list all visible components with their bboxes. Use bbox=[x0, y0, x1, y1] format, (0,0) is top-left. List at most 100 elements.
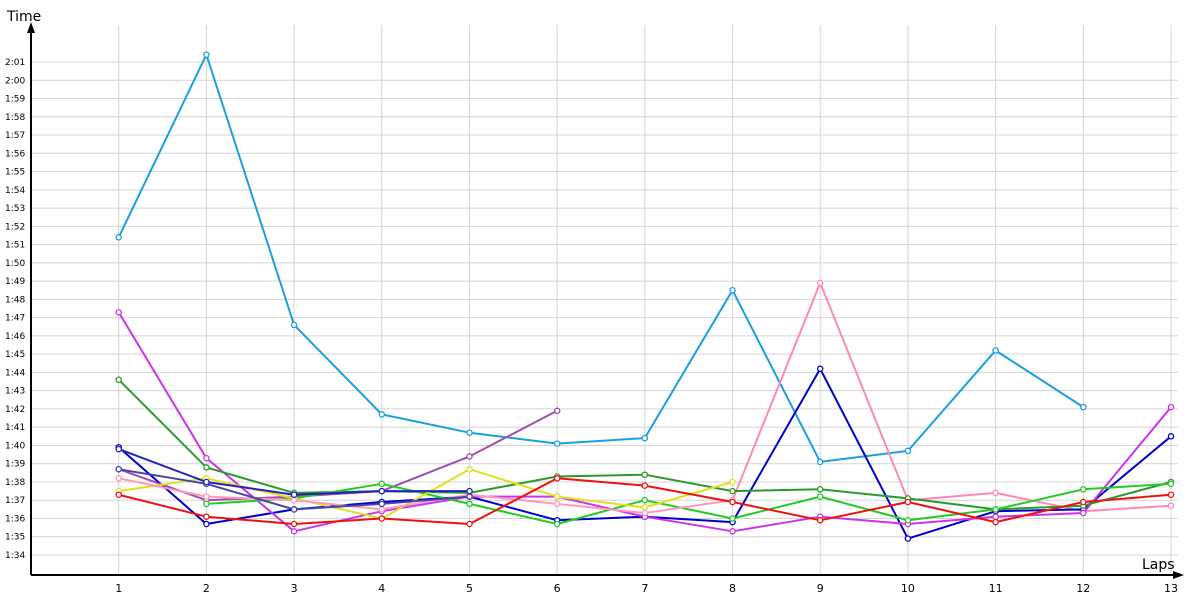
data-point[interactable] bbox=[729, 286, 736, 294]
data-point[interactable] bbox=[553, 520, 561, 528]
data-point[interactable] bbox=[1167, 403, 1175, 411]
data-point[interactable] bbox=[641, 471, 649, 478]
data-point[interactable] bbox=[641, 482, 649, 489]
data-point[interactable] bbox=[1167, 480, 1175, 488]
y-tick-label: 1:41 bbox=[5, 423, 25, 433]
data-point[interactable] bbox=[816, 493, 824, 500]
data-point[interactable] bbox=[1080, 509, 1087, 517]
y-tick-label: 2:01 bbox=[5, 58, 25, 68]
data-point[interactable] bbox=[904, 535, 912, 542]
data-point[interactable] bbox=[115, 376, 122, 383]
data-point[interactable] bbox=[203, 464, 210, 471]
data-point[interactable] bbox=[992, 513, 999, 520]
data-point[interactable] bbox=[553, 500, 561, 508]
data-point[interactable] bbox=[729, 528, 736, 535]
data-point[interactable] bbox=[115, 234, 122, 241]
data-point[interactable] bbox=[1080, 486, 1087, 493]
data-point[interactable] bbox=[992, 489, 999, 497]
data-point[interactable] bbox=[816, 458, 824, 466]
series-line bbox=[206, 482, 1172, 525]
data-point[interactable] bbox=[641, 434, 649, 442]
data-point[interactable] bbox=[1080, 498, 1087, 506]
data-point[interactable] bbox=[115, 465, 122, 473]
y-tick-label: 1:52 bbox=[5, 222, 25, 232]
data-point[interactable] bbox=[203, 51, 210, 58]
data-point[interactable] bbox=[203, 500, 210, 508]
data-point[interactable] bbox=[115, 308, 122, 316]
data-point[interactable] bbox=[378, 500, 386, 508]
y-tick-label: 1:34 bbox=[5, 551, 25, 561]
y-tick-label: 1:57 bbox=[5, 131, 25, 141]
data-point[interactable] bbox=[816, 365, 824, 373]
data-point[interactable] bbox=[466, 465, 473, 473]
data-point[interactable] bbox=[992, 506, 999, 513]
data-point[interactable] bbox=[816, 517, 824, 524]
data-point[interactable] bbox=[1080, 403, 1087, 411]
data-point[interactable] bbox=[816, 486, 824, 493]
data-point[interactable] bbox=[553, 475, 561, 482]
data-point[interactable] bbox=[115, 491, 122, 498]
x-tick-label: 4 bbox=[378, 582, 385, 595]
data-point[interactable] bbox=[466, 453, 473, 460]
data-point[interactable] bbox=[729, 487, 736, 495]
data-point[interactable] bbox=[641, 509, 649, 517]
data-point[interactable] bbox=[729, 498, 736, 506]
data-point[interactable] bbox=[1167, 491, 1175, 498]
data-point[interactable] bbox=[816, 279, 824, 287]
x-tick-label: 3 bbox=[291, 582, 298, 595]
data-point[interactable] bbox=[904, 498, 912, 506]
data-point[interactable] bbox=[1167, 502, 1175, 509]
data-point[interactable] bbox=[115, 445, 122, 453]
data-point[interactable] bbox=[203, 513, 210, 520]
data-point[interactable] bbox=[290, 496, 298, 504]
data-point[interactable] bbox=[992, 518, 999, 526]
y-tick-label: 1:35 bbox=[5, 533, 25, 543]
data-point[interactable] bbox=[115, 475, 122, 482]
data-point[interactable] bbox=[378, 411, 386, 418]
data-point[interactable] bbox=[378, 487, 386, 495]
y-tick-label: 1:38 bbox=[5, 478, 25, 488]
data-point[interactable] bbox=[992, 347, 999, 354]
data-point[interactable] bbox=[203, 493, 210, 500]
data-point[interactable] bbox=[290, 528, 298, 535]
data-point[interactable] bbox=[904, 447, 912, 455]
data-point[interactable] bbox=[203, 478, 210, 486]
series-2 bbox=[729, 279, 1175, 515]
x-axis-title: Laps bbox=[1142, 557, 1175, 573]
data-point[interactable] bbox=[1167, 433, 1175, 440]
y-tick-label: 1:50 bbox=[5, 259, 25, 269]
y-tick-label: 1:42 bbox=[5, 405, 25, 415]
data-point[interactable] bbox=[641, 504, 649, 511]
data-point[interactable] bbox=[553, 493, 561, 500]
data-point[interactable] bbox=[290, 491, 298, 498]
data-point[interactable] bbox=[466, 487, 473, 495]
data-point[interactable] bbox=[203, 454, 210, 462]
data-point[interactable] bbox=[290, 506, 298, 513]
data-point[interactable] bbox=[290, 520, 298, 528]
x-tick-label: 6 bbox=[554, 582, 561, 595]
data-point[interactable] bbox=[641, 496, 649, 504]
x-tick-label: 9 bbox=[817, 582, 824, 595]
data-point[interactable] bbox=[378, 506, 386, 513]
data-point[interactable] bbox=[466, 493, 473, 500]
data-point[interactable] bbox=[466, 429, 473, 436]
series-7 bbox=[203, 480, 1175, 528]
series-12 bbox=[115, 445, 473, 498]
y-tick-label: 1:47 bbox=[5, 314, 25, 324]
data-point[interactable] bbox=[378, 480, 386, 488]
data-point[interactable] bbox=[553, 440, 561, 447]
y-tick-label: 1:58 bbox=[5, 113, 25, 123]
series-line bbox=[118, 477, 733, 514]
x-tick-label: 2 bbox=[203, 582, 210, 595]
y-tick-label: 1:37 bbox=[5, 496, 25, 506]
data-point[interactable] bbox=[378, 515, 386, 522]
data-point[interactable] bbox=[729, 478, 736, 486]
tick-labels: 1:34 1:35 1:36 1:37 1:38 1:39 1:40 1:41 1:42 1:43… bbox=[5, 58, 1178, 595]
data-point[interactable] bbox=[203, 520, 210, 528]
data-point[interactable] bbox=[729, 515, 736, 522]
data-point[interactable] bbox=[466, 520, 473, 528]
data-point[interactable] bbox=[553, 407, 561, 415]
data-point[interactable] bbox=[466, 500, 473, 508]
data-point[interactable] bbox=[904, 517, 912, 524]
data-point[interactable] bbox=[290, 321, 298, 329]
